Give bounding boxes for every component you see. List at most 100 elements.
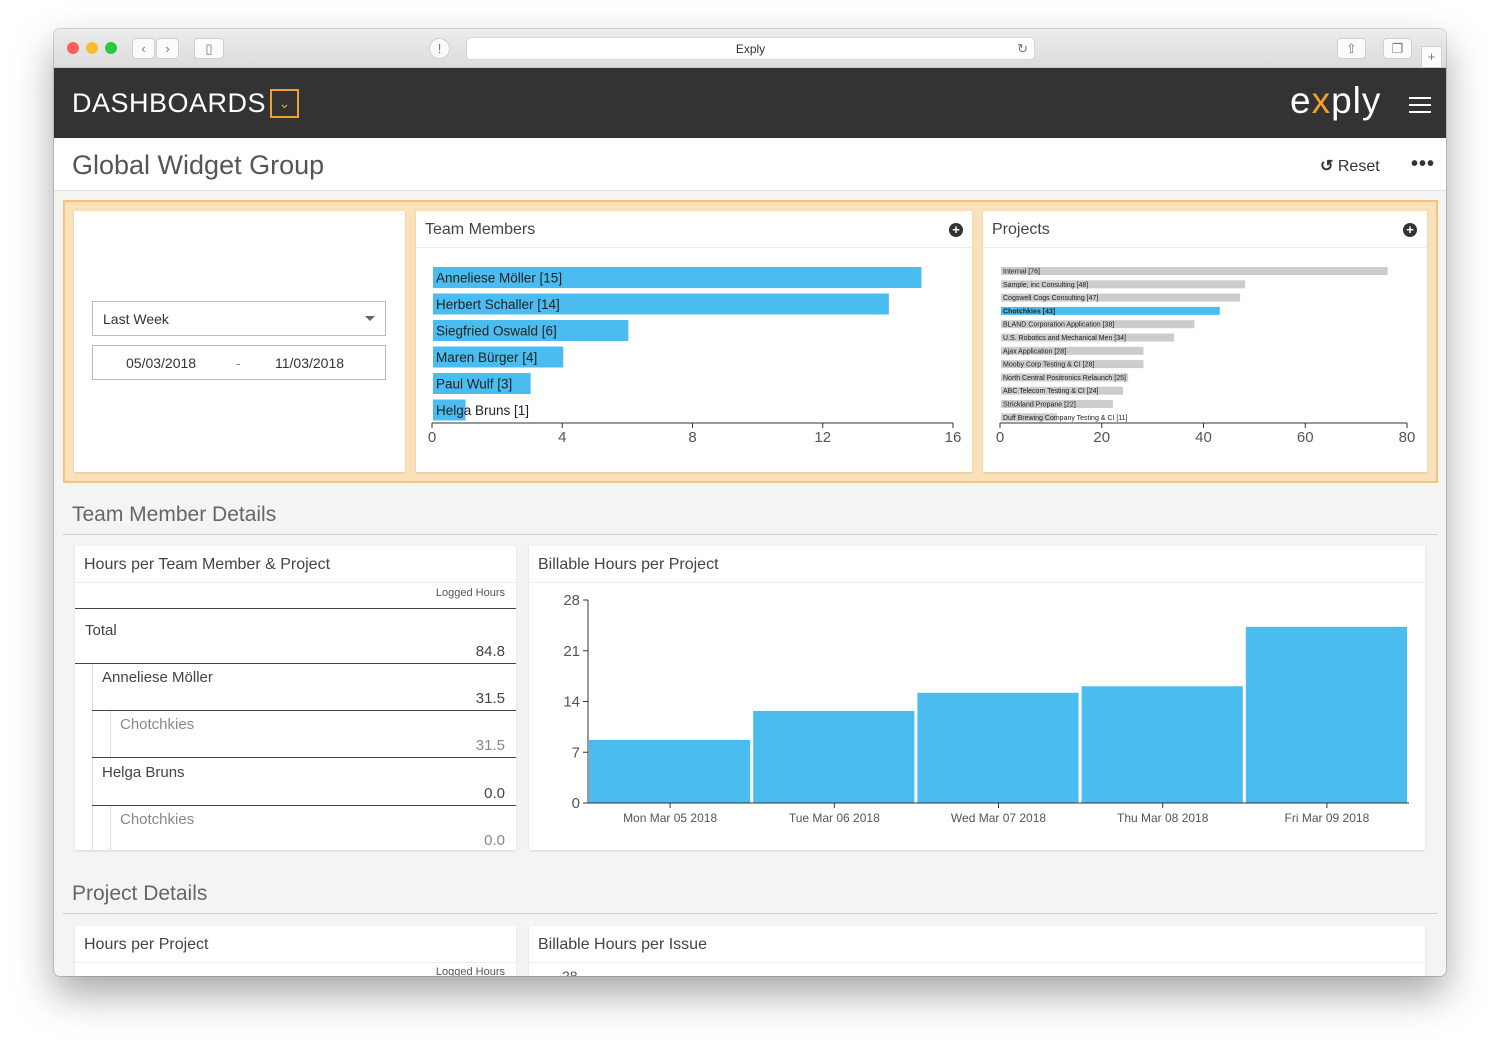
card-divider xyxy=(75,582,516,583)
close-window-button[interactable] xyxy=(67,42,79,54)
bar xyxy=(753,710,915,803)
bar xyxy=(1001,267,1388,275)
address-bar[interactable]: Exply ↻ xyxy=(466,37,1035,60)
header-divider xyxy=(75,608,516,609)
bar xyxy=(433,293,889,315)
table-row-value: 0.0 xyxy=(484,785,505,802)
indent-line xyxy=(110,806,111,850)
chevron-down-icon: ⌄ xyxy=(278,95,291,111)
table-row-label[interactable]: Anneliese Möller xyxy=(102,669,213,686)
y-tick-label: 21 xyxy=(563,643,580,660)
plus-icon: + xyxy=(1427,49,1436,64)
menu-button[interactable] xyxy=(1409,97,1431,113)
x-tick-label: 12 xyxy=(814,429,831,446)
bar xyxy=(1001,293,1241,302)
sidebar-button[interactable]: ▯ xyxy=(194,38,224,59)
section-divider xyxy=(63,534,1437,535)
card-divider xyxy=(75,962,516,963)
date-from[interactable]: 05/03/2018 xyxy=(126,355,197,371)
date-to[interactable]: 11/03/2018 xyxy=(275,355,345,371)
table-row-value: 31.5 xyxy=(475,690,505,707)
bar xyxy=(1001,373,1129,382)
url-text: Exply xyxy=(735,42,766,56)
y-tick-label: 0 xyxy=(572,795,580,812)
billable-hours-card: Billable Hours per Project Mon Mar 05 20… xyxy=(529,546,1425,850)
reset-label: Reset xyxy=(1337,158,1380,175)
reset-button[interactable]: ↺ Reset xyxy=(1320,156,1380,176)
bar-label: Anneliese Möller [15] xyxy=(436,270,562,285)
share-icon: ⇧ xyxy=(1346,41,1357,56)
browser-toolbar: ‹ › ▯ ! Exply ↻ ⇧ ❐ + xyxy=(54,29,1446,68)
card-divider xyxy=(983,247,1427,248)
bar xyxy=(433,346,564,368)
projects-bar-chart: Internal [76] Sample, inc Consulting [48]… xyxy=(996,267,1416,446)
hamburger-icon-line xyxy=(1409,104,1431,106)
logo-part: x xyxy=(1311,80,1332,121)
y-tick-label: 14 xyxy=(563,694,580,711)
zoom-window-button[interactable] xyxy=(105,42,117,54)
bar-label: Siegfried Oswald [6] xyxy=(436,323,557,338)
card-divider xyxy=(529,962,1425,963)
table-row-value: 84.8 xyxy=(475,643,505,660)
column-header-logged-hours: Logged Hours xyxy=(435,587,505,599)
bar-label: Cogswell Cogs Consulting [47] xyxy=(1003,295,1098,302)
x-tick-label: 40 xyxy=(1195,429,1212,446)
bar-label: North Central Positronics Relaunch [25] xyxy=(1003,375,1126,382)
tabs-button[interactable]: ❐ xyxy=(1383,38,1412,59)
table-row-label[interactable]: Total xyxy=(85,622,117,639)
bar xyxy=(1001,306,1220,315)
minimize-window-button[interactable] xyxy=(86,42,98,54)
table-row-label[interactable]: Chotchkies xyxy=(120,716,195,733)
reload-icon[interactable]: ↻ xyxy=(1017,41,1028,56)
new-tab-button[interactable]: + xyxy=(1421,46,1442,68)
bar-label: Paul Wulf [3] xyxy=(436,376,512,391)
y-tick-label: 28 xyxy=(563,592,580,609)
bar xyxy=(1001,333,1174,342)
bar xyxy=(1081,686,1243,803)
hours-per-project-card: Hours per Project Logged Hours xyxy=(75,926,516,976)
x-tick-label: 8 xyxy=(688,429,696,446)
back-button[interactable]: ‹ xyxy=(132,38,155,59)
bar xyxy=(1001,360,1144,369)
project-details-section-title: Project Details xyxy=(72,882,208,905)
add-circle-icon[interactable]: + xyxy=(949,223,963,237)
bar xyxy=(1001,346,1144,355)
x-tick-label: Wed Mar 07 2018 xyxy=(951,811,1046,825)
dashboard-dropdown-button[interactable]: ⌄ xyxy=(270,89,299,118)
team-members-title: Team Members xyxy=(425,221,536,238)
row-divider xyxy=(75,663,516,664)
bar-label: Helga Bruns [1] xyxy=(436,403,529,418)
dashboards-title: DASHBOARDS xyxy=(72,88,267,118)
indent-line xyxy=(110,711,111,757)
y-tick-label: 7 xyxy=(572,744,580,761)
exply-logo: exply xyxy=(1290,80,1381,122)
bar xyxy=(1001,320,1195,329)
x-tick-label: 80 xyxy=(1399,429,1416,446)
table-row-label[interactable]: Helga Bruns xyxy=(102,764,185,781)
caret-down-icon xyxy=(365,316,375,321)
period-select[interactable]: Last Week xyxy=(92,301,386,336)
share-button[interactable]: ⇧ xyxy=(1337,38,1366,59)
add-circle-icon[interactable]: + xyxy=(1403,223,1417,237)
date-range-input[interactable]: 05/03/2018 - 11/03/2018 xyxy=(92,345,386,380)
forward-button[interactable]: › xyxy=(156,38,179,59)
hours-table-card: Hours per Team Member & Project Logged H… xyxy=(75,546,516,850)
chevron-left-icon: ‹ xyxy=(141,41,146,56)
bar xyxy=(917,692,1079,803)
bar xyxy=(1245,626,1407,803)
bar-label: Chotchkies [43] xyxy=(1003,308,1055,315)
billable-hours-bar-chart: Mon Mar 05 2018 Tue Mar 06 2018 Wed Mar 07… xyxy=(563,592,1409,825)
x-tick-label: Tue Mar 06 2018 xyxy=(789,811,880,825)
more-options-button[interactable]: ••• xyxy=(1411,153,1436,175)
table-row-value: 0.0 xyxy=(484,832,505,849)
x-tick-label: 0 xyxy=(428,429,436,446)
bar xyxy=(589,739,751,803)
hours-table-title: Hours per Team Member & Project xyxy=(84,556,331,573)
table-row-label[interactable]: Chotchkies xyxy=(120,811,195,828)
info-icon: ! xyxy=(437,41,442,56)
privacy-button[interactable]: ! xyxy=(429,38,450,59)
projects-title: Projects xyxy=(992,221,1050,238)
row-divider xyxy=(92,710,516,711)
x-tick-label: 60 xyxy=(1297,429,1314,446)
y-tick-label: 28 xyxy=(562,968,578,976)
